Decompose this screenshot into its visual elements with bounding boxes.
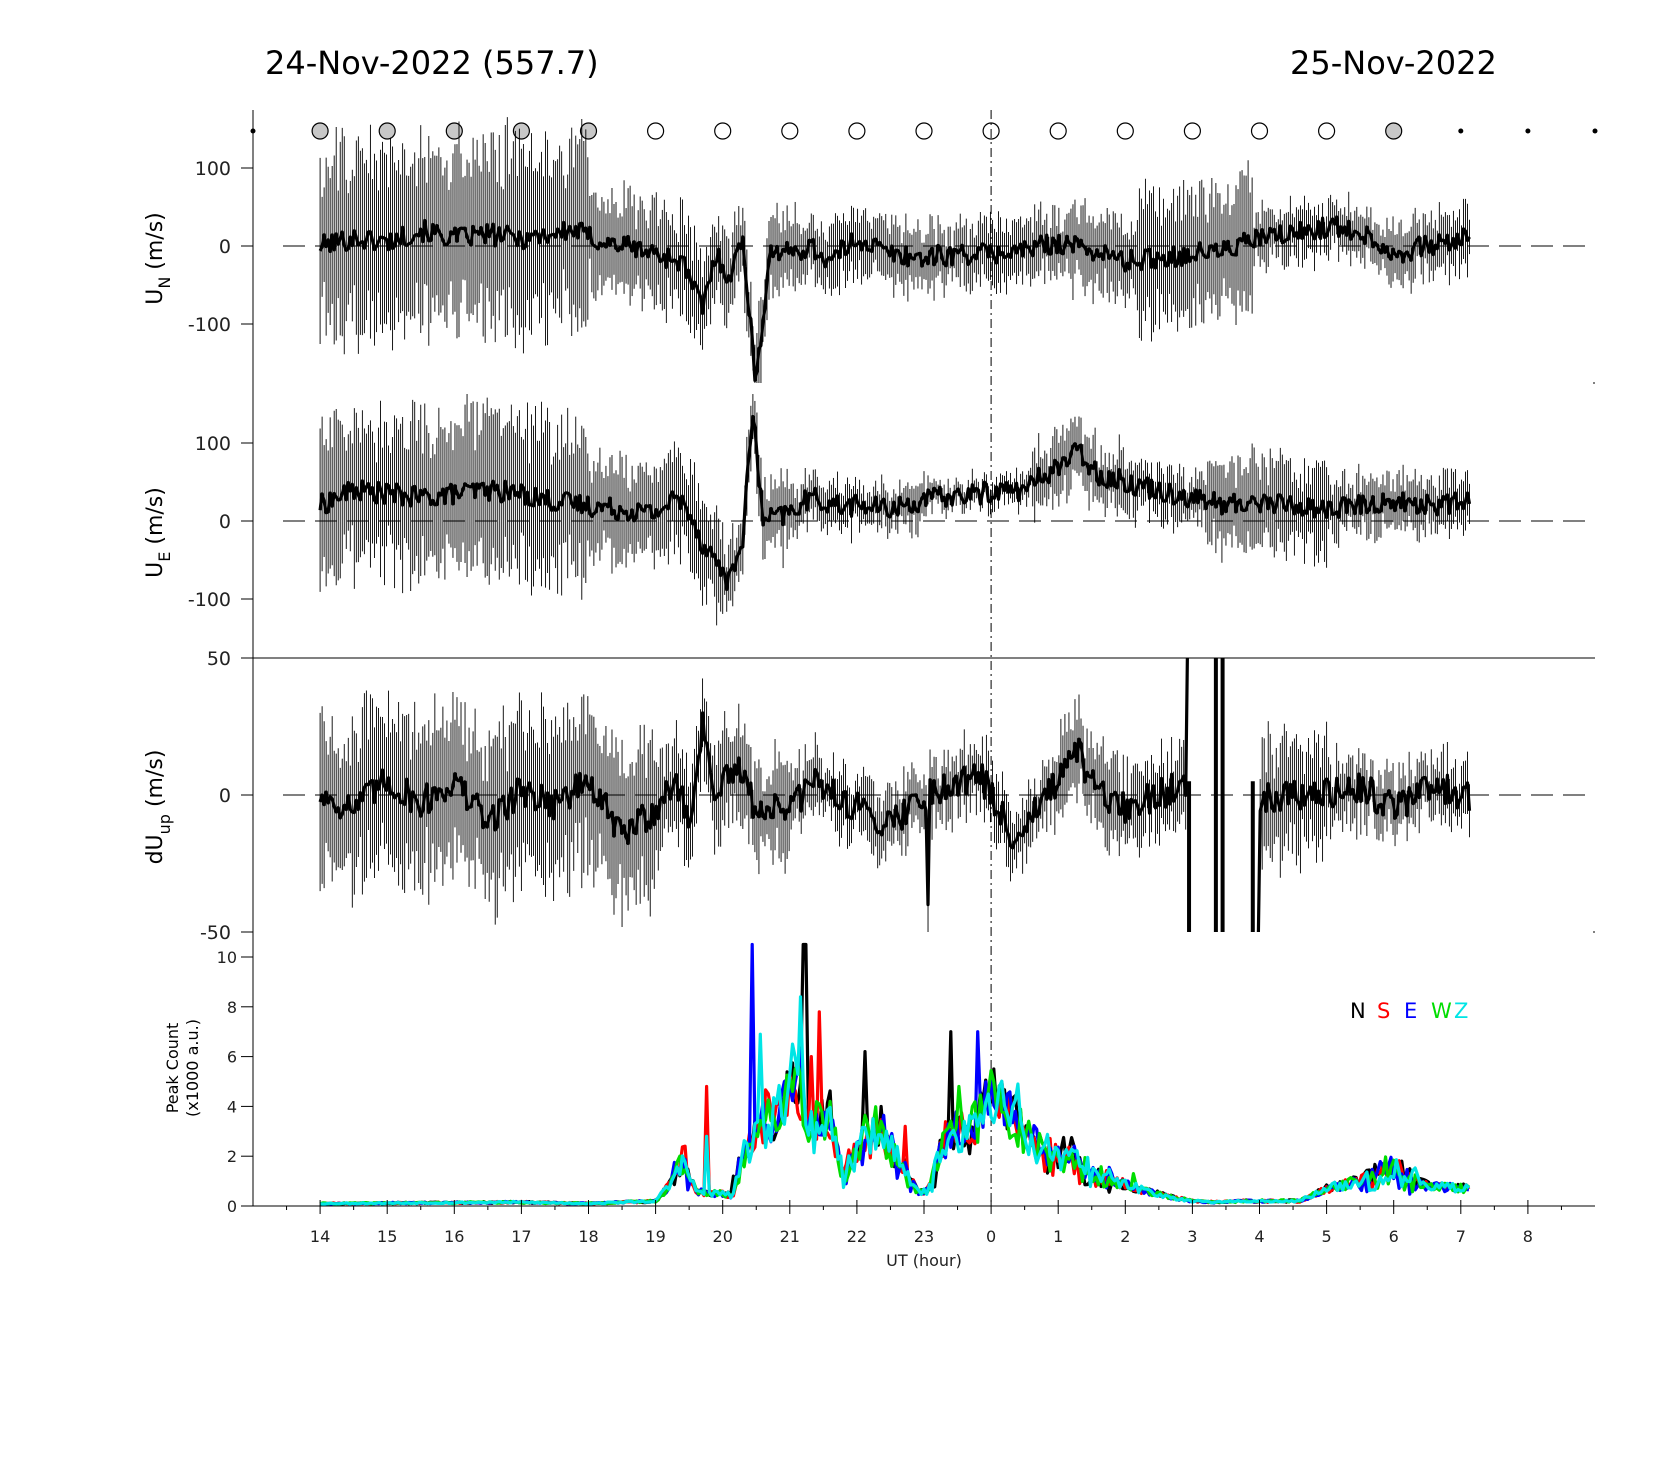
y-tick-label: 0 [219, 511, 231, 533]
x-tick-label: 17 [511, 1227, 531, 1246]
moon-marker-gray [445, 122, 463, 140]
series-dup [318, 658, 1472, 932]
x-tick-label: 6 [1389, 1227, 1399, 1246]
peak-line-W [319, 1063, 1471, 1206]
moon-marker-open [1317, 122, 1336, 140]
moon-marker-open [1250, 122, 1269, 140]
y-axis-title-peak-unit: (x1000 a.u.) [183, 1019, 202, 1117]
y-axis-title-peak: Peak Count [163, 1023, 182, 1114]
x-tick-label: 5 [1322, 1227, 1332, 1246]
moon-marker-gray [378, 122, 396, 140]
y-tick-label: 0 [219, 785, 231, 807]
date-title-left: 24-Nov-2022 (557.7) [265, 44, 599, 82]
x-tick-label: 14 [310, 1227, 330, 1246]
moon-marker-open [1049, 122, 1067, 140]
x-tick-label: 0 [986, 1227, 996, 1246]
x-axis: 14 15 16 17 18 19 20 21 22 23 0 1 2 3 4 5 6 7 8UT (hour) [286, 1200, 1562, 1270]
moon-marker-open [714, 122, 732, 140]
y-tick-label: -100 [188, 589, 231, 611]
y-axis-title-dup: dUup (m/s) [143, 750, 174, 865]
moon-marker-open [1183, 122, 1202, 140]
y-tick-label: -50 [200, 922, 231, 944]
panel-un: 100 0 -100 UN (m/s) [143, 117, 1595, 383]
legend-entry-E: E [1404, 999, 1417, 1023]
panel-dup: 50 0 -50 dUup (m/s) [143, 648, 1595, 944]
legend-entry-Z: Z [1454, 999, 1468, 1023]
series-ue [318, 393, 1472, 626]
x-tick-label: 2 [1120, 1227, 1130, 1246]
panel-ue: 100 0 -100 UE (m/s) [143, 393, 1595, 626]
y-tick-label: 0 [227, 1197, 237, 1216]
y-tick-label: 100 [195, 158, 231, 180]
moon-marker-dot [1458, 128, 1464, 134]
moon-marker-gray [579, 122, 598, 140]
y-axis-title-un: UN (m/s) [143, 212, 174, 305]
x-tick-label: 3 [1187, 1227, 1197, 1246]
legend-entry-W: W [1431, 999, 1452, 1023]
x-tick-label: 15 [377, 1227, 397, 1246]
y-tick-label: -100 [188, 314, 231, 336]
data-line-un [318, 215, 1471, 382]
y-tick-label: 2 [227, 1147, 237, 1166]
moon-marker-gray [311, 122, 329, 140]
moon-marker-dot [1525, 128, 1531, 134]
peak-line-Z [319, 995, 1471, 1206]
moon-marker-open [915, 122, 933, 140]
x-tick-label: 4 [1254, 1227, 1264, 1246]
y-tick-label: 10 [217, 948, 237, 967]
moon-marker-dot [1592, 128, 1598, 134]
moon-marker-open [646, 122, 665, 140]
legend-entry-N: N [1350, 999, 1366, 1023]
moon-marker-open [848, 122, 866, 140]
x-axis-title: UT (hour) [886, 1251, 962, 1270]
peak-line-S [320, 1010, 1471, 1206]
data-line-dup [318, 658, 1189, 907]
x-tick-label: 22 [847, 1227, 867, 1246]
x-tick-label: 1 [1053, 1227, 1063, 1246]
y-axis-title-ue: UE (m/s) [143, 487, 174, 578]
date-title-right: 25-Nov-2022 [1290, 44, 1497, 82]
y-tick-label: 100 [195, 433, 231, 455]
x-tick-label: 23 [914, 1227, 934, 1246]
x-tick-label: 8 [1523, 1227, 1533, 1246]
moon-marker-gray [1385, 122, 1403, 140]
moon-phase-markers [250, 122, 1598, 140]
legend-entry-S: S [1377, 999, 1390, 1023]
peak-series [319, 942, 1471, 1206]
moon-marker-open [781, 122, 799, 140]
peak-line-E [319, 942, 1470, 1206]
x-tick-label: 7 [1456, 1227, 1466, 1246]
y-tick-label: 6 [227, 1048, 237, 1067]
y-tick-label: 0 [219, 236, 231, 258]
data-line-ue [318, 414, 1472, 592]
x-tick-label: 21 [780, 1227, 800, 1246]
x-tick-label: 18 [578, 1227, 598, 1246]
x-tick-label: 20 [713, 1227, 733, 1246]
moon-marker-gray [512, 122, 531, 140]
x-tick-label: 19 [645, 1227, 665, 1246]
moon-marker-open [1116, 122, 1134, 140]
y-tick-label: 8 [227, 998, 237, 1017]
series-un [318, 117, 1471, 383]
data-line-dup [1256, 772, 1472, 932]
x-tick-label: 16 [444, 1227, 464, 1246]
y-tick-label: 4 [227, 1097, 237, 1116]
panel-peak: 10 8 6 4 2 0 Peak Count (x1000 a.u.) N S E W Z [163, 942, 1595, 1216]
y-tick-label: 50 [207, 648, 231, 670]
